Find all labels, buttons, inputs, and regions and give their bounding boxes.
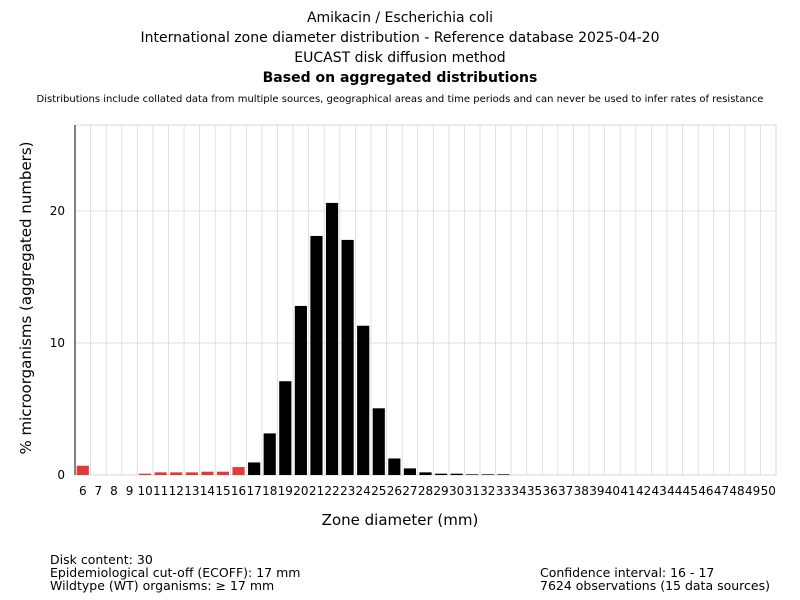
bar-6 <box>76 465 89 475</box>
bars-layer <box>76 202 510 475</box>
x-tick-label: 14 <box>200 484 215 498</box>
bar-14 <box>201 471 214 475</box>
footer-right: Confidence interval: 16 - 17 7624 observ… <box>540 566 770 592</box>
x-tick-label: 39 <box>589 484 604 498</box>
bar-31 <box>466 474 479 475</box>
confidence-interval-text: Confidence interval: 16 - 17 <box>540 565 715 580</box>
x-tick-label: 31 <box>465 484 480 498</box>
x-tick-label: 45 <box>683 484 698 498</box>
x-tick-label: 12 <box>169 484 184 498</box>
plot-frame <box>74 124 777 476</box>
bar-30 <box>450 473 463 475</box>
x-tick-label: 19 <box>278 484 293 498</box>
bar-13 <box>185 472 198 475</box>
bar-33 <box>497 474 510 475</box>
y-axis-label: % microorganisms (aggregated numbers) <box>17 141 35 454</box>
bar-24 <box>357 325 370 475</box>
wildtype-text: Wildtype (WT) organisms: ≥ 17 mm <box>50 578 275 593</box>
x-tick-label: 34 <box>511 484 526 498</box>
bar-28 <box>419 472 432 475</box>
chart-title: Amikacin / Escherichia coli <box>306 10 494 26</box>
x-tick-label: 40 <box>605 484 620 498</box>
y-tick-label: 20 <box>50 204 65 218</box>
x-tick-label: 43 <box>652 484 667 498</box>
y-tick-label: 0 <box>57 468 65 482</box>
bar-19 <box>279 381 292 475</box>
x-tick-label: 17 <box>247 484 262 498</box>
x-tick-label: 48 <box>729 484 744 498</box>
chart-disclaimer: Distributions include collated data from… <box>36 94 764 105</box>
x-tick-label: 16 <box>231 484 246 498</box>
x-tick-label: 28 <box>418 484 433 498</box>
bar-12 <box>170 472 183 475</box>
x-tick-label: 50 <box>761 484 776 498</box>
x-tick-label: 37 <box>558 484 573 498</box>
bar-22 <box>325 202 339 475</box>
y-tick-label: 10 <box>50 336 65 350</box>
bar-23 <box>341 239 354 475</box>
x-tick-label: 25 <box>371 484 386 498</box>
bar-10 <box>139 473 152 475</box>
disk-content-text: Disk content: 30 <box>50 552 153 567</box>
x-tick-label: 36 <box>542 484 557 498</box>
x-axis-label: Zone diameter (mm) <box>322 511 479 529</box>
x-tick-label: 6 <box>79 484 87 498</box>
x-tick-label: 33 <box>496 484 511 498</box>
bar-26 <box>388 458 401 475</box>
x-tick-label: 21 <box>309 484 324 498</box>
footer-left: Disk content: 30 Epidemiological cut-off… <box>50 553 300 592</box>
x-tick-label: 15 <box>215 484 230 498</box>
chart-subtitle-database: International zone diameter distribution… <box>140 30 660 46</box>
bar-32 <box>481 474 494 475</box>
bar-25 <box>372 408 385 475</box>
x-tick-label: 23 <box>340 484 355 498</box>
x-tick-label: 7 <box>95 484 103 498</box>
x-tick-label: 26 <box>387 484 402 498</box>
bar-18 <box>263 433 276 475</box>
chart-subtitle-method: EUCAST disk diffusion method <box>294 50 506 66</box>
x-tick-label: 44 <box>667 484 682 498</box>
grid-layer <box>74 124 777 476</box>
x-tick-label: 46 <box>698 484 713 498</box>
x-tick-label: 38 <box>574 484 589 498</box>
x-tick-label: 8 <box>110 484 118 498</box>
bar-15 <box>216 471 230 475</box>
bar-17 <box>248 462 261 475</box>
x-tick-label: 49 <box>745 484 760 498</box>
x-tick-label: 22 <box>324 484 339 498</box>
x-tick-label: 9 <box>126 484 134 498</box>
x-tick-label: 30 <box>449 484 464 498</box>
x-tick-label: 13 <box>184 484 199 498</box>
bar-29 <box>435 473 448 475</box>
x-tick-label: 27 <box>402 484 417 498</box>
observations-text: 7624 observations (15 data sources) <box>540 578 770 593</box>
x-tick-label: 20 <box>293 484 308 498</box>
x-tick-label: 11 <box>153 484 168 498</box>
bar-11 <box>154 472 167 475</box>
bar-27 <box>403 468 416 475</box>
x-tick-label: 47 <box>714 484 729 498</box>
x-tick-label: 41 <box>620 484 635 498</box>
bar-20 <box>294 305 307 475</box>
x-tick-label: 24 <box>356 484 371 498</box>
x-tick-label: 32 <box>480 484 495 498</box>
x-tick-label: 42 <box>636 484 651 498</box>
x-tick-label: 10 <box>137 484 152 498</box>
chart-subtitle-aggregated: Based on aggregated distributions <box>262 70 538 86</box>
bar-16 <box>232 467 245 475</box>
bar-21 <box>310 235 323 475</box>
x-tick-label: 29 <box>433 484 448 498</box>
ecoff-text: Epidemiological cut-off (ECOFF): 17 mm <box>50 565 301 580</box>
x-tick-label: 18 <box>262 484 277 498</box>
x-tick-label: 35 <box>527 484 542 498</box>
